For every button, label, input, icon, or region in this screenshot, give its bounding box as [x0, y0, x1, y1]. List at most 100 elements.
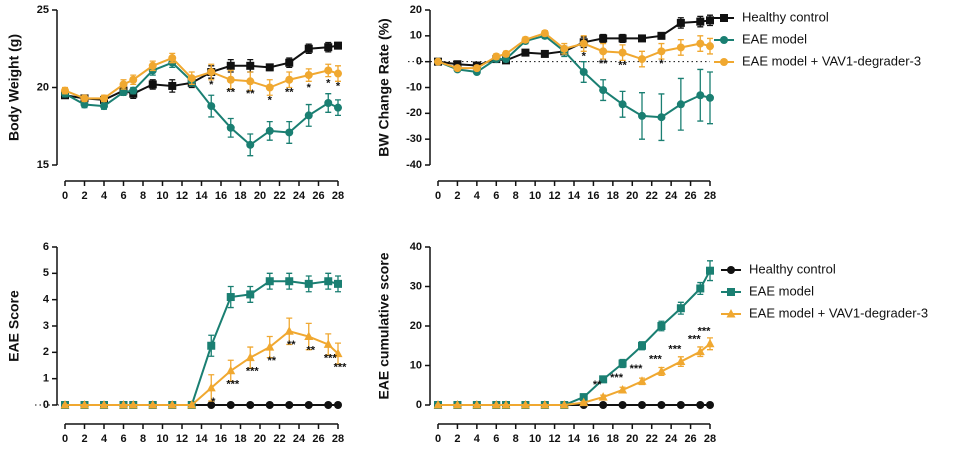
x-tick-label: 24 [293, 190, 306, 202]
annotation: * [307, 82, 312, 94]
x-tick-label: 2 [81, 190, 87, 202]
annotation: ** [287, 339, 296, 351]
marker [453, 64, 462, 73]
marker [226, 401, 235, 409]
marker [520, 400, 530, 409]
marker [521, 48, 530, 57]
marker [207, 102, 216, 111]
annotation: *** [246, 366, 260, 378]
annotation: ** [593, 379, 602, 391]
marker [187, 74, 196, 83]
x-tick-label: 20 [254, 433, 266, 445]
marker [285, 277, 294, 286]
annotation: * [582, 50, 587, 62]
x-tick-label: 8 [140, 433, 146, 445]
marker [618, 359, 627, 368]
marker [656, 366, 666, 375]
x-tick-label: 10 [529, 190, 541, 202]
annotation: ** [226, 87, 235, 99]
x-tick-label: 14 [568, 433, 581, 445]
y-tick-label: 10 [410, 359, 422, 371]
annotation: * [211, 396, 216, 408]
marker [265, 342, 275, 351]
x-tick-label: 28 [332, 190, 344, 202]
y-tick-label: 25 [37, 4, 49, 16]
x-tick-label: 12 [548, 190, 560, 202]
x-tick-label: 22 [273, 433, 285, 445]
annotation: * [209, 79, 214, 91]
marker [334, 401, 342, 409]
marker [540, 29, 549, 38]
y-tick-label: 20 [410, 320, 422, 332]
marker [206, 382, 216, 392]
x-tick-label: 16 [587, 190, 599, 202]
x-tick-label: 22 [646, 190, 658, 202]
series-line [438, 342, 711, 406]
y-tick-label: 15 [37, 159, 49, 171]
marker [80, 400, 89, 409]
marker [304, 401, 313, 409]
marker [304, 71, 313, 80]
y-tick-label: -10 [406, 81, 422, 93]
marker [452, 400, 462, 409]
x-tick-label: 2 [81, 433, 87, 445]
marker [618, 384, 628, 394]
marker [706, 266, 714, 275]
marker [540, 400, 550, 409]
marker [324, 277, 333, 286]
x-tick-label: 26 [684, 190, 696, 202]
annotation: ** [306, 344, 315, 356]
marker [638, 401, 646, 409]
marker [246, 77, 255, 86]
y-tick-label: 0 [416, 399, 422, 411]
marker [119, 88, 128, 97]
x-tick-label: 0 [435, 190, 441, 202]
y-tick-label: 20 [410, 4, 422, 16]
y-tick-label: 30 [410, 280, 422, 292]
marker [324, 43, 333, 52]
marker [696, 17, 705, 26]
legend-label: Healthy control [749, 261, 836, 276]
marker [727, 288, 735, 296]
marker [618, 34, 627, 43]
x-tick-label: 26 [684, 433, 696, 445]
annotation: *** [698, 326, 712, 338]
x-tick-label: 2 [454, 190, 460, 202]
marker [599, 401, 608, 409]
annotation: * [659, 58, 664, 70]
marker [334, 41, 342, 50]
series-line [64, 56, 339, 100]
marker [168, 81, 177, 90]
marker [657, 401, 666, 409]
x-tick-label: 6 [493, 433, 499, 445]
series-line [65, 280, 339, 406]
y-tick-label: 20 [37, 81, 49, 93]
x-tick-label: 16 [215, 190, 227, 202]
marker [246, 61, 255, 70]
marker [129, 75, 138, 84]
x-tick-label: 8 [140, 190, 146, 202]
marker [696, 91, 705, 100]
series-line [64, 61, 339, 147]
marker [433, 400, 443, 409]
marker [434, 57, 442, 66]
marker [100, 102, 108, 111]
annotation: *** [226, 379, 240, 391]
marker [599, 375, 608, 384]
legend-label: EAE model + VAV1-degrader-3 [742, 53, 921, 68]
marker [128, 400, 138, 409]
marker [638, 34, 646, 43]
marker [696, 284, 705, 293]
x-tick-label: 18 [234, 190, 246, 202]
y-axis-title: BW Change Rate (%) [376, 18, 392, 156]
marker [720, 14, 728, 22]
y-tick-label: -40 [406, 159, 422, 171]
marker [521, 35, 530, 44]
marker [148, 400, 158, 409]
annotation: * [336, 80, 341, 92]
marker [676, 304, 685, 313]
x-tick-label: 6 [120, 190, 126, 202]
marker [80, 94, 89, 103]
series-line [438, 270, 711, 406]
